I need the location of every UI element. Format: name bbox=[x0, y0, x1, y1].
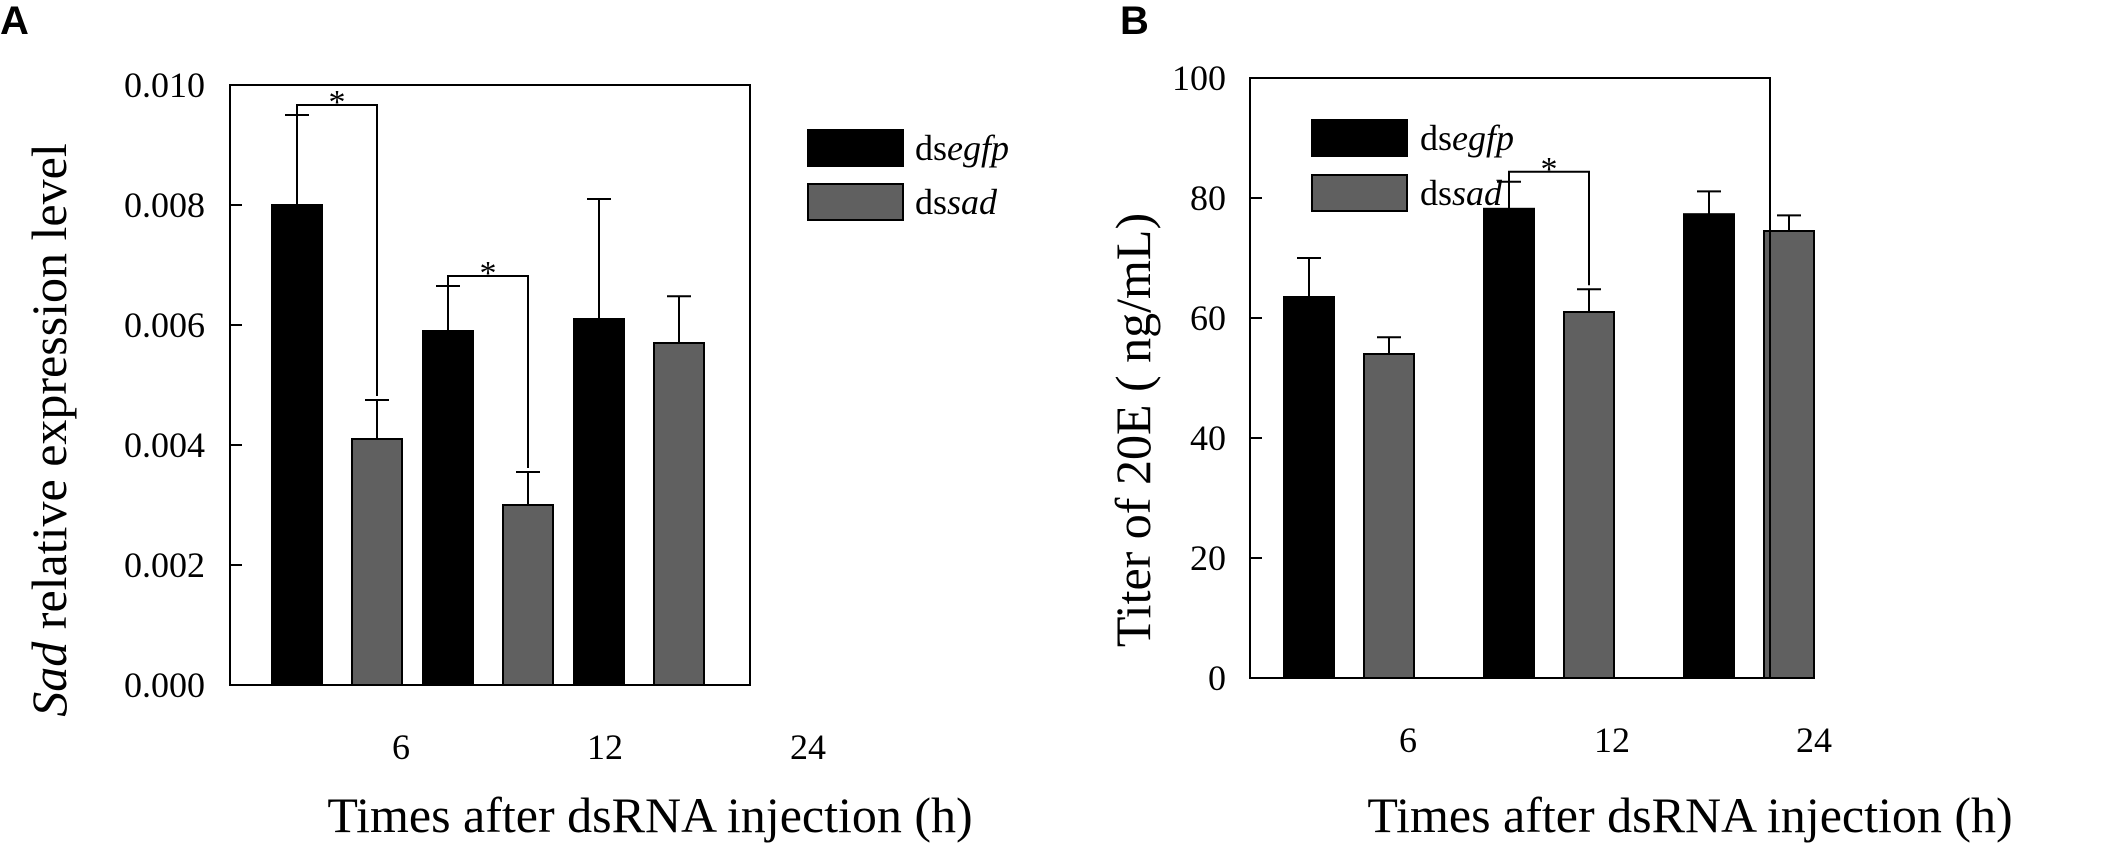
panel-b-xtick-label: 24 bbox=[1796, 720, 1832, 760]
panel-a-plot: ** bbox=[230, 84, 705, 686]
panel-b: B Titer of 20E ( ng/mL) * 0 20 40 60 80 … bbox=[1105, 0, 2013, 843]
panel-b-ytick-label: 60 bbox=[1190, 298, 1226, 338]
panel-a-ytick-label: 0.004 bbox=[124, 425, 205, 465]
legend-italic: egfp bbox=[1452, 118, 1514, 158]
panel-b-ytick-label: 20 bbox=[1190, 538, 1226, 578]
legend-italic: sad bbox=[947, 182, 998, 222]
significance-bracket-12 bbox=[1508, 170, 1590, 286]
panel-a-ytick-label: 0.008 bbox=[124, 185, 205, 225]
significance-bracket-12 bbox=[447, 275, 529, 468]
legend-prefix: ds bbox=[915, 128, 947, 168]
panel-b-legend-swatch-dssad bbox=[1311, 174, 1408, 212]
panel-b-legend-swatch-dsegfp bbox=[1311, 119, 1408, 157]
bar-dsegfp-24 bbox=[573, 318, 625, 686]
panel-a-xtick-label: 24 bbox=[790, 727, 826, 767]
panel-b-ylabel: Titer of 20E ( ng/mL) bbox=[1105, 213, 1161, 647]
panel-b-xtick-label: 12 bbox=[1594, 720, 1630, 760]
panel-a-xtick-label: 6 bbox=[392, 727, 410, 767]
panel-b-ytick-label: 40 bbox=[1190, 418, 1226, 458]
bar-dssad-24 bbox=[1763, 230, 1815, 679]
panel-a-xtick-labels: 6 12 24 bbox=[392, 727, 826, 767]
panel-b-legend-label-dsegfp: dsegfp bbox=[1420, 118, 1514, 158]
panel-a-legend: dsegfp dssad bbox=[807, 128, 1009, 222]
panel-a-ylabel-rest: relative expression level bbox=[21, 143, 77, 641]
panel-a-legend-swatch-dsegfp bbox=[807, 129, 904, 167]
panel-a-ytick-label: 0.002 bbox=[124, 545, 205, 585]
bar-dssad-12 bbox=[1563, 311, 1615, 679]
panel-a-legend-label-dssad: dssad bbox=[915, 182, 998, 222]
significance-star-12: * bbox=[1541, 151, 1558, 188]
bar-dsegfp-12 bbox=[1483, 207, 1535, 680]
panel-b-plot: * bbox=[1250, 77, 1815, 680]
legend-italic: sad bbox=[1452, 173, 1503, 213]
panel-b-letter: B bbox=[1120, 0, 1149, 43]
panel-a-ytick-label: 0.010 bbox=[124, 65, 205, 105]
panel-a-ylabel-italic: Sad bbox=[21, 641, 77, 717]
panel-a-ylabel: Sad relative expression level bbox=[21, 143, 77, 716]
bar-dsegfp-12 bbox=[422, 330, 474, 686]
legend-prefix: ds bbox=[1420, 173, 1452, 213]
panel-a-ytick-labels: 0.000 0.002 0.004 0.006 0.008 0.010 bbox=[124, 65, 205, 705]
significance-star-6: * bbox=[329, 84, 346, 121]
panel-b-ytick-labels: 0 20 40 60 80 100 bbox=[1172, 58, 1226, 698]
panel-a-frame bbox=[229, 84, 751, 686]
panel-a-legend-label-dsegfp: dsegfp bbox=[915, 128, 1009, 168]
panel-a-legend-swatch-dssad bbox=[807, 183, 904, 221]
bar-dssad-6 bbox=[1363, 353, 1415, 679]
legend-prefix: ds bbox=[1420, 118, 1452, 158]
panel-b-xtick-label: 6 bbox=[1399, 720, 1417, 760]
bar-dssad-6 bbox=[351, 438, 403, 686]
bar-dsegfp-24 bbox=[1683, 213, 1735, 679]
significance-star-12: * bbox=[480, 255, 497, 292]
panel-b-frame bbox=[1249, 77, 1771, 679]
panel-a-ytick-label: 0.000 bbox=[124, 665, 205, 705]
panel-a: A Sad relative expression level ** 0.000… bbox=[0, 0, 1009, 843]
panel-b-legend: dsegfp dssad bbox=[1311, 118, 1514, 213]
significance-bracket-6 bbox=[296, 104, 378, 396]
bar-dssad-24 bbox=[653, 342, 705, 686]
legend-prefix: ds bbox=[915, 182, 947, 222]
panel-b-ytick-label: 0 bbox=[1208, 658, 1226, 698]
panel-b-xlabel: Times after dsRNA injection (h) bbox=[1367, 787, 2012, 843]
panel-b-legend-label-dssad: dssad bbox=[1420, 173, 1503, 213]
panel-b-ytick-label: 100 bbox=[1172, 58, 1226, 98]
panel-a-ytick-label: 0.006 bbox=[124, 305, 205, 345]
bar-dsegfp-6 bbox=[1283, 296, 1335, 679]
panel-b-ytick-label: 80 bbox=[1190, 178, 1226, 218]
bar-dsegfp-6 bbox=[271, 204, 323, 686]
panel-a-letter: A bbox=[0, 0, 29, 43]
bar-dssad-12 bbox=[502, 504, 554, 686]
panel-a-xtick-label: 12 bbox=[587, 727, 623, 767]
panel-b-xtick-labels: 6 12 24 bbox=[1399, 720, 1832, 760]
panel-a-xlabel: Times after dsRNA injection (h) bbox=[327, 787, 972, 843]
legend-italic: egfp bbox=[947, 128, 1009, 168]
